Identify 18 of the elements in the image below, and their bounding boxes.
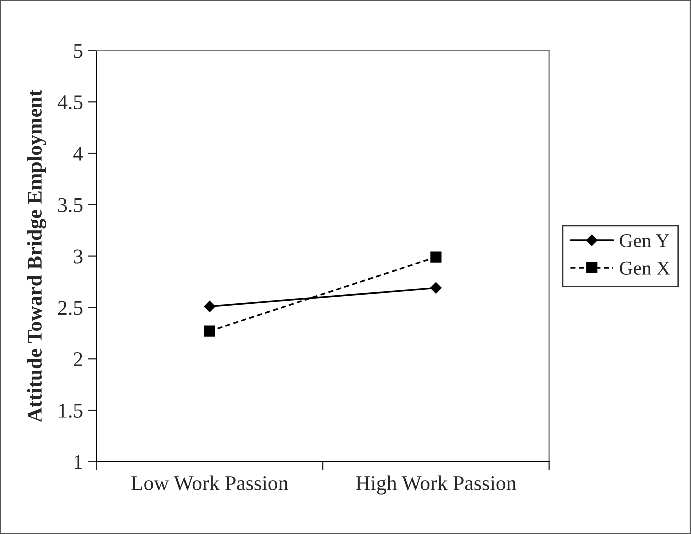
point: [430, 282, 442, 294]
point: [204, 301, 216, 312]
y-tick-label: 5: [74, 44, 83, 58]
y-tick-label: 3: [74, 250, 83, 264]
point: [204, 326, 216, 337]
legend-label: Gen Y: [620, 234, 670, 248]
y-tick-label: 2: [74, 352, 82, 366]
y-axis-title: Attitude Toward Bridge Employment: [27, 90, 46, 423]
y-tick-label: 1.5: [59, 404, 83, 418]
x-tick-label: High Work Passion: [356, 476, 516, 495]
y-tick-label: 4: [74, 147, 84, 161]
y-tick-label: 1: [74, 455, 82, 470]
legend-label: Gen X: [620, 262, 670, 275]
y-tick-label: 2.5: [58, 301, 83, 316]
y-tick-label: 4.5: [58, 96, 83, 110]
x-tick-label: Low Work Passion: [132, 476, 288, 491]
y-tick-label: 3.5: [58, 198, 83, 212]
point: [430, 252, 442, 263]
